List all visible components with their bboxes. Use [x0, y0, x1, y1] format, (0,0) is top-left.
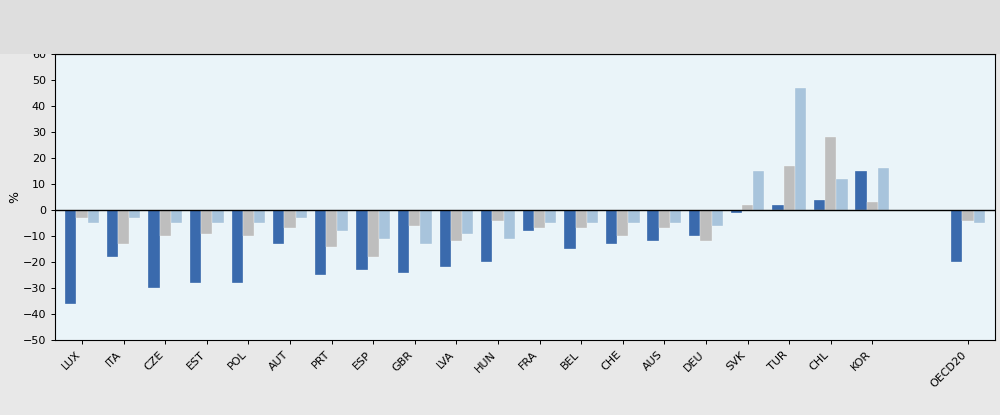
- Bar: [243, 210, 254, 236]
- Bar: [492, 210, 504, 220]
- Bar: [742, 205, 753, 210]
- Bar: [356, 210, 368, 270]
- Bar: [855, 171, 867, 210]
- Bar: [523, 210, 534, 231]
- Bar: [107, 210, 118, 257]
- Bar: [273, 210, 284, 244]
- Bar: [974, 210, 985, 223]
- Bar: [795, 88, 806, 210]
- Y-axis label: %: %: [8, 191, 21, 203]
- Bar: [296, 210, 307, 218]
- Bar: [670, 210, 681, 223]
- Bar: [368, 210, 379, 257]
- Bar: [232, 210, 243, 283]
- Bar: [160, 210, 171, 236]
- Bar: [534, 210, 545, 228]
- Bar: [409, 210, 420, 226]
- Bar: [212, 210, 224, 223]
- Bar: [481, 210, 492, 262]
- Bar: [962, 210, 974, 220]
- Bar: [951, 210, 962, 262]
- Bar: [398, 210, 409, 273]
- Bar: [700, 210, 712, 242]
- Bar: [337, 210, 348, 231]
- Legend: Un an après (↗), Deux ans après, Trois ans après: Un an après (↗), Deux ans après, Trois a…: [295, 1, 755, 24]
- Bar: [814, 200, 825, 210]
- Bar: [171, 210, 182, 223]
- Bar: [451, 210, 462, 242]
- Bar: [545, 210, 556, 223]
- Bar: [712, 210, 723, 226]
- Bar: [440, 210, 451, 267]
- Bar: [190, 210, 201, 283]
- Bar: [564, 210, 576, 249]
- Bar: [201, 210, 212, 234]
- Bar: [617, 210, 628, 236]
- Bar: [315, 210, 326, 275]
- Bar: [731, 210, 742, 213]
- Bar: [420, 210, 432, 244]
- Bar: [659, 210, 670, 228]
- Bar: [689, 210, 700, 236]
- Bar: [784, 166, 795, 210]
- Bar: [647, 210, 659, 242]
- Bar: [76, 210, 88, 218]
- Bar: [836, 179, 848, 210]
- Bar: [576, 210, 587, 228]
- Bar: [772, 205, 784, 210]
- Bar: [606, 210, 617, 244]
- Bar: [284, 210, 296, 228]
- Bar: [504, 210, 515, 239]
- Bar: [867, 203, 878, 210]
- Bar: [587, 210, 598, 223]
- Bar: [254, 210, 265, 223]
- Bar: [628, 210, 640, 223]
- Bar: [118, 210, 129, 244]
- Bar: [129, 210, 140, 218]
- Bar: [825, 137, 836, 210]
- Bar: [753, 171, 764, 210]
- Bar: [88, 210, 99, 223]
- Bar: [379, 210, 390, 239]
- Bar: [65, 210, 76, 304]
- Bar: [148, 210, 160, 288]
- Bar: [878, 168, 889, 210]
- Bar: [462, 210, 473, 234]
- Bar: [326, 210, 337, 247]
